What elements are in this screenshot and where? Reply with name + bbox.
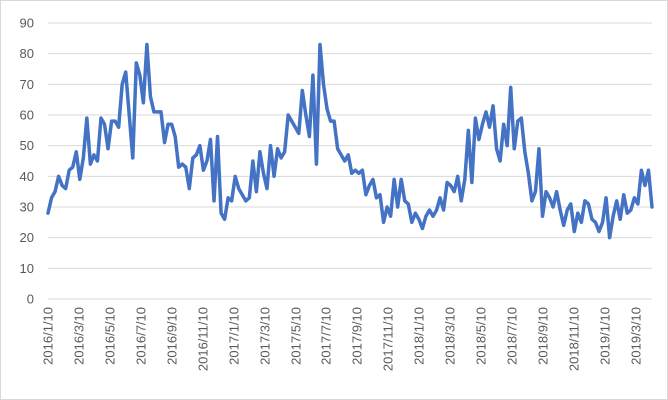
y-tick-label: 40	[20, 169, 34, 184]
x-tick-label: 2018/7/10	[505, 307, 520, 365]
x-tick-label: 2018/1/10	[412, 307, 427, 365]
series-layer	[46, 42, 654, 240]
x-tick-label: 2017/1/10	[227, 307, 242, 365]
x-tick-label: 2016/9/10	[165, 307, 180, 365]
y-tick-label: 60	[20, 108, 34, 123]
x-tick-label: 2018/5/10	[474, 307, 489, 365]
x-tick-label: 2016/3/10	[72, 307, 87, 365]
y-tick-label: 50	[20, 138, 34, 153]
x-tick-label: 2016/5/10	[103, 307, 118, 365]
x-tick-label: 2016/11/10	[196, 307, 211, 371]
y-tick-label: 10	[20, 261, 34, 276]
x-tick-label: 2017/11/10	[381, 307, 396, 371]
gridlines	[48, 22, 652, 300]
x-tick-label: 2019/1/10	[598, 307, 613, 365]
x-tick-label: 2016/1/10	[41, 307, 56, 365]
x-tick-label: 2017/7/10	[319, 307, 334, 365]
x-tick-label: 2017/5/10	[289, 307, 304, 365]
x-tick-label: 2018/9/10	[536, 307, 551, 365]
x-axis: 2016/1/10 2016/3/10 2016/5/10 2016/7/10 2016…	[41, 307, 644, 371]
x-tick-label: 2018/11/10	[567, 307, 582, 371]
x-tick-label: 2016/7/10	[134, 307, 149, 365]
y-axis: 0 10 20 30 40 50 60 70 80 90	[20, 16, 34, 307]
y-tick-label: 90	[20, 16, 34, 31]
y-tick-label: 20	[20, 230, 34, 245]
x-tick-label: 2019/3/10	[629, 307, 644, 365]
x-tick-label: 2018/3/10	[443, 307, 458, 365]
x-tick-label: 2017/9/10	[350, 307, 365, 365]
series-line-0	[46, 42, 654, 240]
x-tick-label: 2017/3/10	[258, 307, 273, 365]
y-tick-label: 30	[20, 200, 34, 215]
y-tick-label: 70	[20, 77, 34, 92]
y-tick-label: 0	[27, 292, 34, 307]
y-tick-label: 80	[20, 46, 34, 61]
